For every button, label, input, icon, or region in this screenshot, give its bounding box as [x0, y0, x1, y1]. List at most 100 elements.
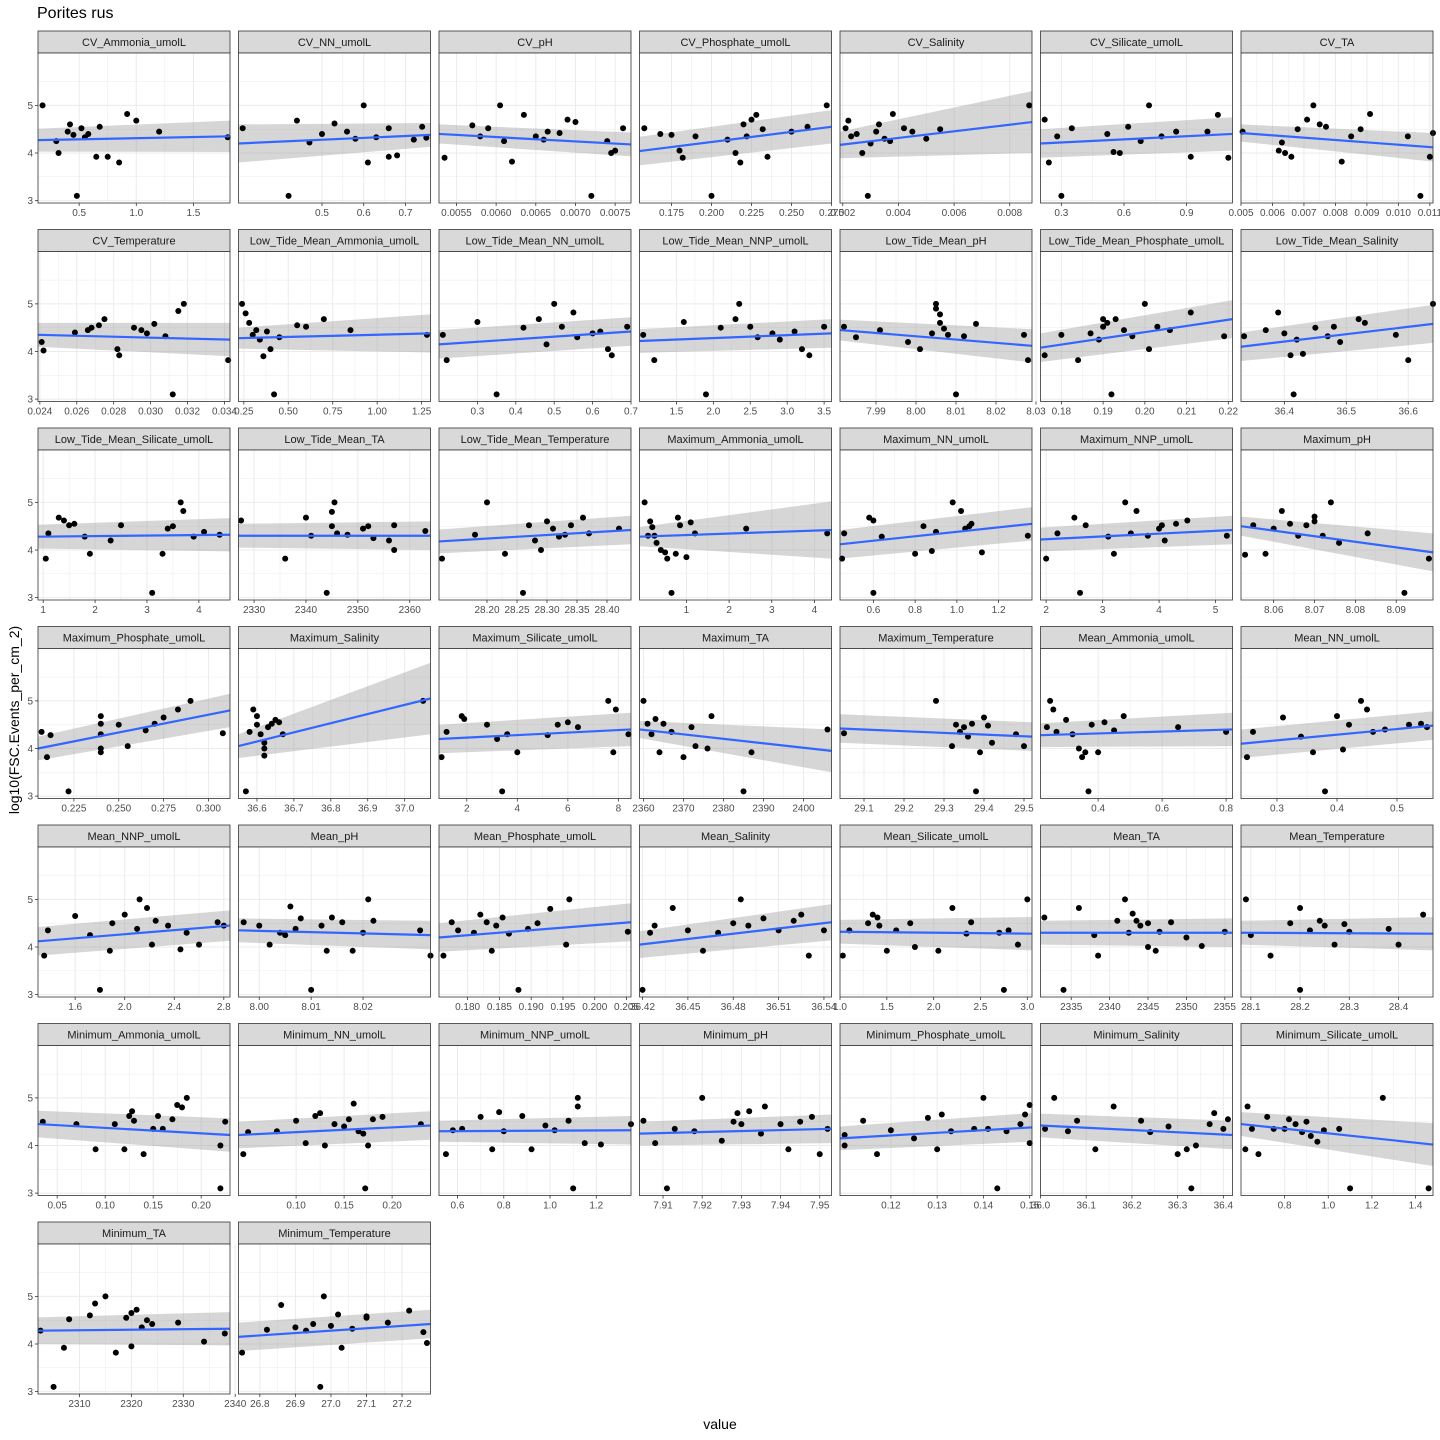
facet-strip-label: CV_Silicate_umolL: [1090, 37, 1183, 49]
data-point: [1108, 391, 1115, 398]
data-point: [853, 334, 859, 341]
data-point: [730, 1118, 737, 1125]
x-tick-label: 2340: [295, 605, 318, 616]
data-point: [1026, 1140, 1033, 1147]
data-point: [201, 528, 208, 535]
x-tick-label: 0.3: [1054, 208, 1068, 219]
x-tick-label: 8.08: [1346, 605, 1366, 616]
data-point: [874, 1151, 881, 1158]
data-point: [169, 1116, 176, 1123]
data-point: [1183, 1146, 1190, 1153]
data-point: [651, 357, 658, 364]
data-point: [534, 920, 541, 927]
confidence-band: [38, 120, 230, 153]
facet-panel: Maximum_Phosphate_umolL 0.225 0.250 0.275 0.…: [27, 626, 231, 815]
data-point: [159, 550, 166, 557]
data-point: [692, 133, 699, 140]
x-tick-label: 0.6: [586, 407, 600, 418]
data-point: [746, 1108, 753, 1115]
x-tick-label: 0.030: [138, 407, 163, 418]
regression-line: [1240, 724, 1434, 745]
data-point: [177, 499, 184, 506]
x-tick-label: 1: [40, 605, 46, 616]
data-point: [183, 1094, 190, 1101]
data-point: [1064, 1128, 1071, 1135]
data-point: [320, 1293, 327, 1300]
facet-panel: Mean_Silicate_umolL 1.0 1.5 2.0 2.5 3.0: [833, 824, 1035, 1013]
data-point: [106, 947, 113, 954]
facet-strip-label: Minimum_Salinity: [1093, 1030, 1180, 1042]
x-tick-label: 1.2: [1365, 1201, 1379, 1212]
data-point: [933, 697, 939, 704]
regression-line: [37, 1327, 231, 1332]
data-point: [1025, 357, 1031, 364]
data-point: [1303, 522, 1310, 529]
data-point: [989, 739, 995, 746]
data-point: [148, 941, 155, 948]
data-point: [65, 788, 72, 795]
x-tick-label: 2380: [712, 804, 735, 815]
data-point: [1290, 391, 1297, 398]
data-point: [70, 131, 77, 138]
x-tick-label: 2: [726, 605, 732, 616]
facet-strip-label: CV_Salinity: [908, 37, 965, 49]
x-tick-label: 0.20: [191, 1201, 211, 1212]
data-point: [1337, 338, 1344, 345]
data-point: [1184, 517, 1191, 524]
data-point: [873, 128, 880, 135]
data-point: [1358, 697, 1364, 704]
data-point: [568, 522, 574, 529]
x-tick-label: 0.185: [487, 1002, 512, 1013]
regression-line: [238, 1124, 431, 1137]
panel-background: [238, 1045, 431, 1196]
panel-border: [1240, 52, 1434, 204]
regression-line: [438, 330, 632, 346]
data-point: [929, 330, 935, 337]
x-tick-label: 6: [565, 804, 571, 815]
data-point: [502, 550, 508, 557]
panel-background: [1040, 648, 1233, 799]
data-point: [651, 922, 658, 929]
data-point: [551, 300, 558, 307]
data-point: [1267, 952, 1274, 959]
data-point: [1122, 499, 1129, 506]
data-point: [1316, 121, 1323, 128]
data-point: [1187, 153, 1194, 160]
data-point: [331, 499, 338, 506]
data-point: [1175, 724, 1182, 731]
y-tick-label: 5: [27, 895, 33, 906]
x-tick-label: 0.5: [1390, 804, 1404, 815]
data-point: [937, 311, 943, 318]
x-tick-label: 36.2: [1122, 1201, 1142, 1212]
data-point: [338, 1344, 345, 1351]
data-point: [791, 328, 798, 335]
regression-line: [639, 332, 832, 343]
data-point: [865, 920, 872, 927]
data-point: [261, 752, 268, 759]
data-point: [1198, 943, 1205, 950]
data-point: [256, 922, 263, 929]
data-point: [152, 917, 159, 924]
panel-border: [1240, 251, 1434, 402]
data-point: [423, 1340, 430, 1347]
data-point: [55, 514, 62, 521]
data-point: [1338, 158, 1345, 165]
data-point: [1022, 1111, 1029, 1118]
data-point: [1041, 116, 1048, 123]
x-tick-label: 0.6: [866, 605, 880, 616]
data-point: [1242, 896, 1249, 903]
data-point: [820, 927, 827, 934]
x-tick-label: 0.05: [47, 1201, 67, 1212]
data-point: [917, 346, 923, 353]
data-point: [574, 1094, 581, 1101]
data-point: [730, 920, 737, 927]
data-point: [1024, 896, 1031, 903]
data-point: [656, 749, 663, 756]
data-point: [327, 1322, 334, 1329]
data-point: [499, 914, 506, 921]
data-point: [169, 523, 176, 530]
data-point: [718, 1137, 725, 1144]
data-point: [331, 1121, 338, 1128]
data-point: [905, 338, 911, 345]
data-point: [253, 327, 260, 334]
